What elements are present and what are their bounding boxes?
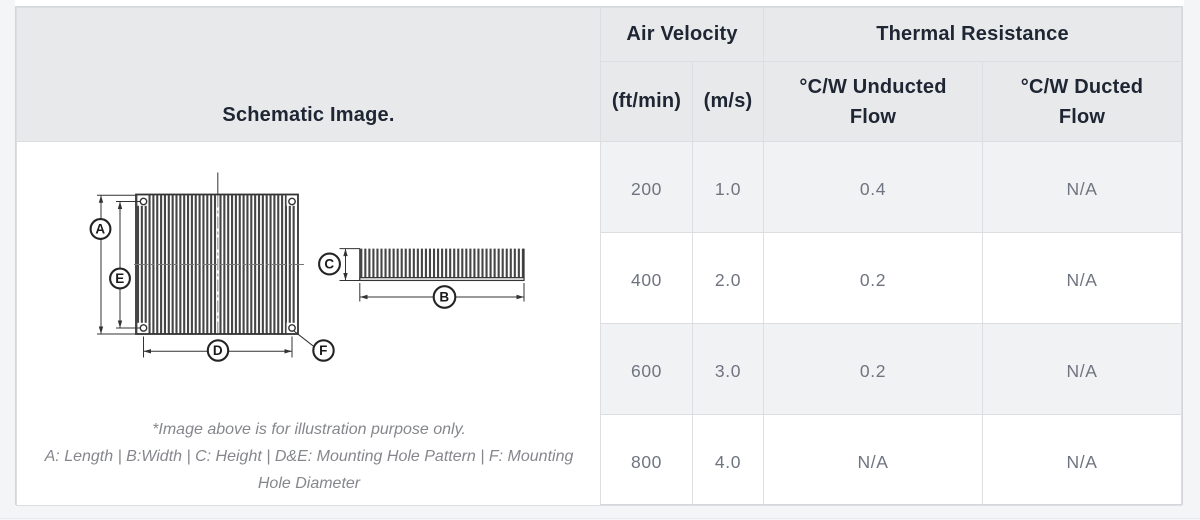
svg-text:B: B	[439, 290, 449, 305]
svg-text:A: A	[95, 222, 105, 237]
svg-text:F: F	[319, 343, 328, 358]
svg-text:C: C	[324, 257, 334, 272]
svg-text:D: D	[213, 343, 223, 358]
svg-text:E: E	[115, 271, 125, 286]
